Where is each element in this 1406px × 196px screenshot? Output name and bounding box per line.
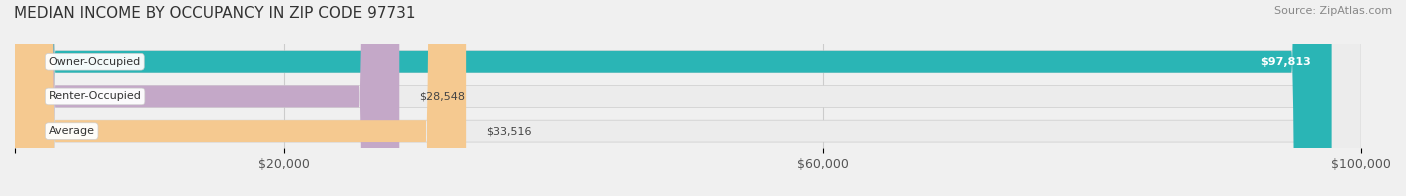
FancyBboxPatch shape bbox=[15, 0, 1361, 196]
Text: $28,548: $28,548 bbox=[419, 92, 465, 102]
FancyBboxPatch shape bbox=[15, 0, 467, 196]
FancyBboxPatch shape bbox=[15, 0, 1361, 196]
Text: MEDIAN INCOME BY OCCUPANCY IN ZIP CODE 97731: MEDIAN INCOME BY OCCUPANCY IN ZIP CODE 9… bbox=[14, 6, 416, 21]
FancyBboxPatch shape bbox=[15, 0, 1361, 196]
Text: $97,813: $97,813 bbox=[1261, 57, 1312, 67]
Text: Owner-Occupied: Owner-Occupied bbox=[49, 57, 141, 67]
Text: Average: Average bbox=[49, 126, 94, 136]
FancyBboxPatch shape bbox=[15, 0, 399, 196]
Text: Renter-Occupied: Renter-Occupied bbox=[49, 92, 142, 102]
Text: Source: ZipAtlas.com: Source: ZipAtlas.com bbox=[1274, 6, 1392, 16]
FancyBboxPatch shape bbox=[15, 0, 1331, 196]
Text: $33,516: $33,516 bbox=[486, 126, 531, 136]
